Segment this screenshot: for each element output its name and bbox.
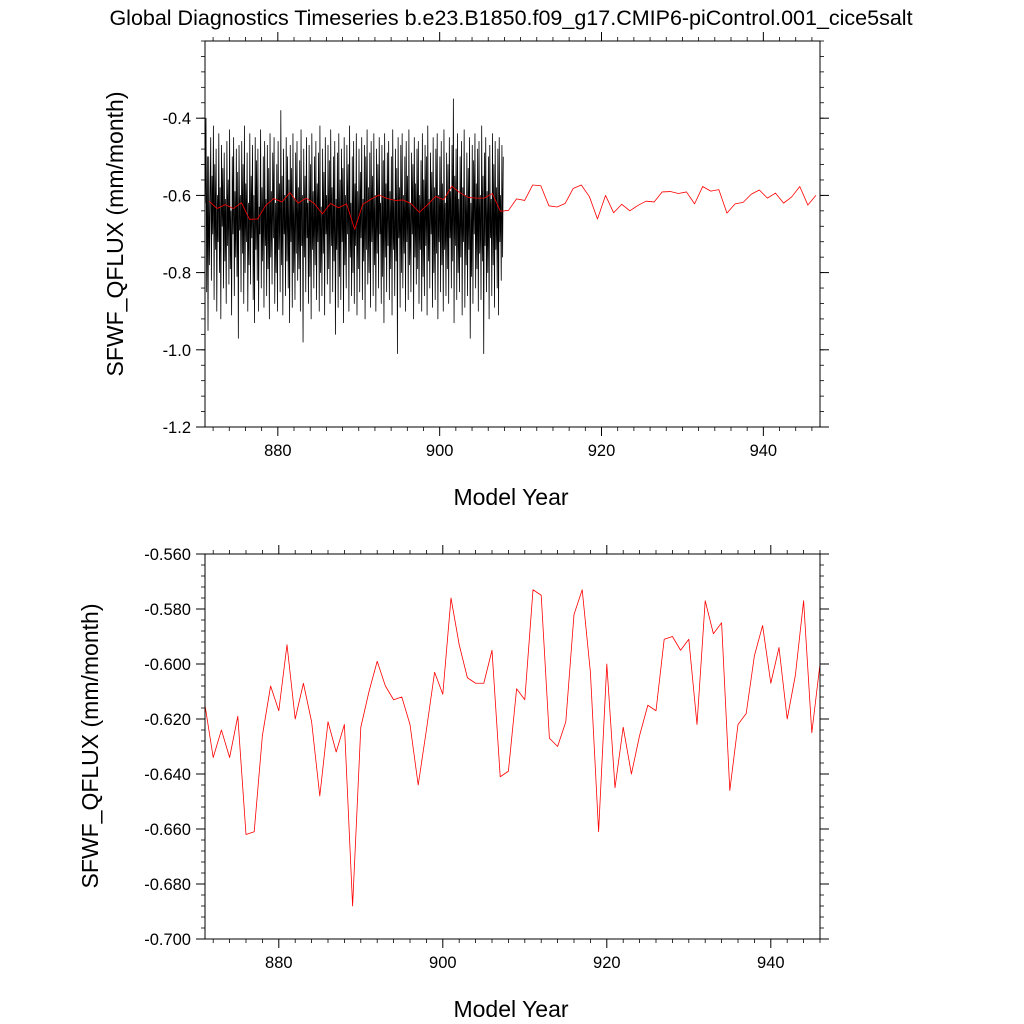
y-tick-label: -0.680 [144, 876, 191, 894]
top-x-axis-label: Model Year [453, 484, 568, 510]
y-tick-label: -0.600 [144, 656, 191, 674]
top-y-axis-label: SFWF_QFLUX (mm/month) [102, 92, 128, 377]
bottom-x-axis-label: Model Year [453, 996, 568, 1022]
series-line-1-0 [204, 589, 821, 907]
bottom-plot-area: 880 900 920 940 -0.700 -0.680 -0.660 -0.640 -0.6… [144, 545, 829, 972]
y-tick-label: -0.6 [163, 187, 191, 205]
y-tick-label: -0.700 [144, 931, 191, 949]
x-tick-label: 940 [750, 442, 778, 460]
series-line-0-0 [204, 98, 504, 355]
x-tick-label: 880 [265, 954, 293, 972]
y-tick-label: -0.8 [163, 265, 191, 283]
series-line-0-1 [208, 184, 817, 230]
y-tick-label: -1.2 [163, 419, 191, 437]
x-tick-label: 900 [426, 442, 454, 460]
y-tick-label: -0.560 [144, 546, 191, 564]
x-tick-label: 900 [429, 954, 457, 972]
y-tick-label: -0.4 [163, 110, 191, 128]
y-tick-label: -0.660 [144, 821, 191, 839]
x-tick-label: 940 [757, 954, 785, 972]
bottom-panel: 880 900 920 940 -0.700 -0.680 -0.660 -0.640 -0.6… [77, 545, 829, 1022]
plot-frame [204, 40, 821, 428]
top-panel: 880 900 920 940 -1.2 -1.0 -0.8 -0.6 -0.4 Model Y… [102, 32, 829, 510]
x-tick-label: 920 [593, 954, 621, 972]
y-tick-label: -0.620 [144, 711, 191, 729]
x-tick-label: 920 [588, 442, 616, 460]
y-tick-label: -0.640 [144, 766, 191, 784]
plot-frame [204, 553, 821, 940]
y-tick-label: -1.0 [163, 342, 191, 360]
figure-title: Global Diagnostics Timeseries b.e23.B185… [109, 6, 912, 30]
bottom-y-axis-label: SFWF_QFLUX (mm/month) [77, 604, 103, 889]
x-tick-label: 880 [264, 442, 292, 460]
top-plot-area: 880 900 920 940 -1.2 -1.0 -0.8 -0.6 -0.4 [163, 32, 829, 460]
y-tick-label: -0.580 [144, 601, 191, 619]
